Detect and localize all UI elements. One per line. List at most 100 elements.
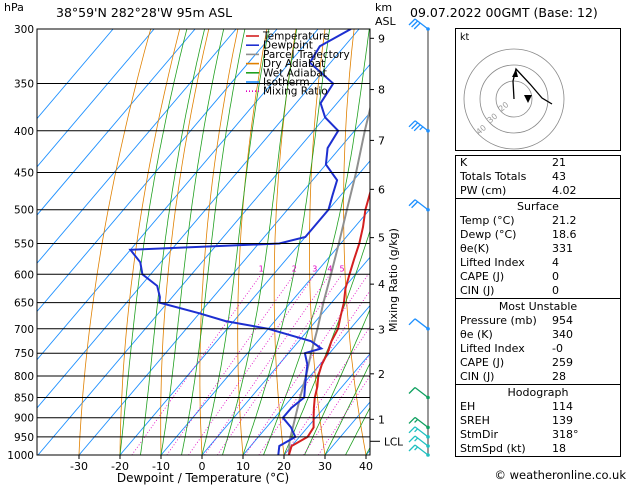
row-value: 28 bbox=[552, 370, 566, 383]
mixing-ratio-label: 2 bbox=[292, 264, 297, 273]
legend-entry: Isotherm bbox=[263, 77, 310, 89]
row-label: PW (cm) bbox=[460, 184, 507, 197]
legend-entry: Temperature bbox=[262, 31, 330, 43]
table-row: θe(K) 331 bbox=[456, 242, 620, 256]
row-value: 259 bbox=[552, 356, 573, 369]
isotherm-line bbox=[37, 29, 278, 313]
isotherm-line bbox=[78, 111, 370, 455]
table-row: SREH 139 bbox=[456, 414, 620, 428]
table-row: Temp (°C) 21.2 bbox=[456, 214, 620, 228]
isotherm-line bbox=[37, 29, 114, 120]
dry-adiabat-line bbox=[160, 29, 210, 455]
table-row: EH 114 bbox=[456, 400, 620, 414]
hodograph-ring-label: 20 bbox=[497, 100, 511, 113]
surface-section: Surface Temp (°C) 21.2 Dewp (°C) 18.6 θe(K) 3… bbox=[456, 198, 620, 298]
wind-barb bbox=[408, 386, 429, 399]
km-label: km bbox=[375, 1, 393, 14]
info-panel: kt 20 30 40 K 21 Totals Totals 43 PW (cm) 4.02 S… bbox=[455, 28, 621, 457]
row-value: 331 bbox=[552, 242, 573, 255]
x-tick-label: -20 bbox=[111, 460, 129, 473]
row-value: 21 bbox=[552, 156, 566, 169]
km-tick-label: 9 bbox=[378, 32, 385, 45]
wind-barb-flag bbox=[411, 122, 419, 130]
wet-adiabat-line bbox=[345, 406, 370, 455]
wind-barb bbox=[408, 426, 429, 438]
pressure-tick-label: 650 bbox=[14, 298, 34, 310]
wind-barb-flag bbox=[408, 416, 416, 424]
wind-barb bbox=[408, 318, 429, 330]
wind-barb-shaft bbox=[414, 444, 429, 456]
isotherm-line bbox=[201, 256, 370, 455]
wind-barb-flag bbox=[408, 426, 416, 434]
isotherm-line bbox=[37, 63, 370, 455]
isotherm-line bbox=[119, 160, 370, 455]
wind-barb-half bbox=[414, 428, 419, 433]
row-value: 318° bbox=[552, 428, 579, 441]
wind-barb-half bbox=[419, 126, 424, 131]
credit-label: © weatheronline.co.uk bbox=[494, 468, 626, 482]
table-row: StmDir 318° bbox=[456, 428, 620, 442]
table-row: StmSpd (kt) 18 bbox=[456, 442, 620, 456]
mixing-ratio-label: 1 bbox=[259, 264, 264, 273]
row-value: -0 bbox=[552, 342, 563, 355]
row-value: 4.02 bbox=[552, 184, 577, 197]
mixing-ratio-axis-title: Mixing Ratio (g/kg) bbox=[387, 228, 400, 332]
hodograph-marker bbox=[512, 69, 518, 77]
mixing-ratio-line bbox=[216, 274, 343, 455]
isotherm-line bbox=[37, 29, 155, 168]
x-tick-label: 40 bbox=[359, 460, 373, 473]
row-label: CIN (J) bbox=[460, 284, 495, 297]
pressure-tick-label: 950 bbox=[14, 432, 34, 444]
datetime-label: 09.07.2022 00GMT (Base: 12) bbox=[410, 5, 598, 20]
km-tick-label: 6 bbox=[378, 183, 385, 196]
wind-barb-flag bbox=[408, 18, 416, 26]
wind-barb-half bbox=[414, 446, 419, 451]
wind-barb bbox=[408, 18, 429, 30]
x-tick-label: -30 bbox=[70, 460, 88, 473]
table-row: PW (cm) 4.02 bbox=[456, 184, 620, 198]
row-label: K bbox=[460, 156, 468, 169]
wind-barb bbox=[408, 199, 429, 211]
table-row: Pressure (mb) 954 bbox=[456, 314, 620, 328]
legend-entry: Mixing Ratio bbox=[263, 86, 328, 98]
row-value: 21.2 bbox=[552, 214, 577, 227]
table-row: θe (K) 340 bbox=[456, 328, 620, 342]
legend-entry: Dry Adiabat bbox=[263, 58, 325, 70]
mixing-ratio-line bbox=[204, 274, 331, 455]
row-value: 0 bbox=[552, 284, 559, 297]
hodograph-ring-label: 30 bbox=[486, 112, 500, 125]
table-row: Totals Totals 43 bbox=[456, 170, 620, 184]
most-unstable-section: Most Unstable Pressure (mb) 954 θe (K) 340 L… bbox=[456, 298, 620, 384]
hodograph-unit-label: kt bbox=[460, 32, 470, 43]
mixing-ratio-label: 4 bbox=[327, 264, 332, 273]
wind-barb-shaft bbox=[414, 120, 429, 132]
pressure-tick-label: 500 bbox=[14, 205, 34, 217]
hodograph-rows: EH 114 SREH 139 StmDir 318° StmSpd (kt) 18 bbox=[456, 400, 620, 456]
row-label: Lifted Index bbox=[460, 256, 525, 269]
isotherm-line bbox=[283, 353, 370, 455]
isotherm-line bbox=[160, 208, 370, 455]
row-label: StmSpd (kt) bbox=[460, 442, 526, 455]
pressure-tick-label: 550 bbox=[14, 238, 34, 250]
wind-barb-shaft bbox=[414, 318, 429, 330]
wind-barb bbox=[408, 444, 429, 456]
wind-barb bbox=[408, 120, 429, 132]
legend-entry: Wet Adiabat bbox=[263, 67, 327, 79]
wind-barb-flag bbox=[408, 318, 416, 326]
wind-barb-shaft bbox=[414, 416, 429, 428]
x-tick-label: 30 bbox=[318, 460, 332, 473]
row-value: 139 bbox=[552, 414, 573, 427]
wind-barb-half bbox=[414, 418, 419, 423]
pressure-unit-label: hPa bbox=[4, 1, 24, 14]
wet-adiabat-line bbox=[324, 362, 370, 455]
wet-adiabat-line bbox=[119, 29, 188, 455]
km-tick-label: 8 bbox=[378, 84, 385, 97]
wet-adiabat-line bbox=[160, 29, 225, 455]
wind-barb-shaft bbox=[414, 18, 429, 30]
row-label: StmDir bbox=[460, 428, 499, 441]
pressure-tick-label: 750 bbox=[14, 348, 34, 360]
x-tick-label: 0 bbox=[199, 460, 206, 473]
row-value: 340 bbox=[552, 328, 573, 341]
table-row: K 21 bbox=[456, 156, 620, 170]
